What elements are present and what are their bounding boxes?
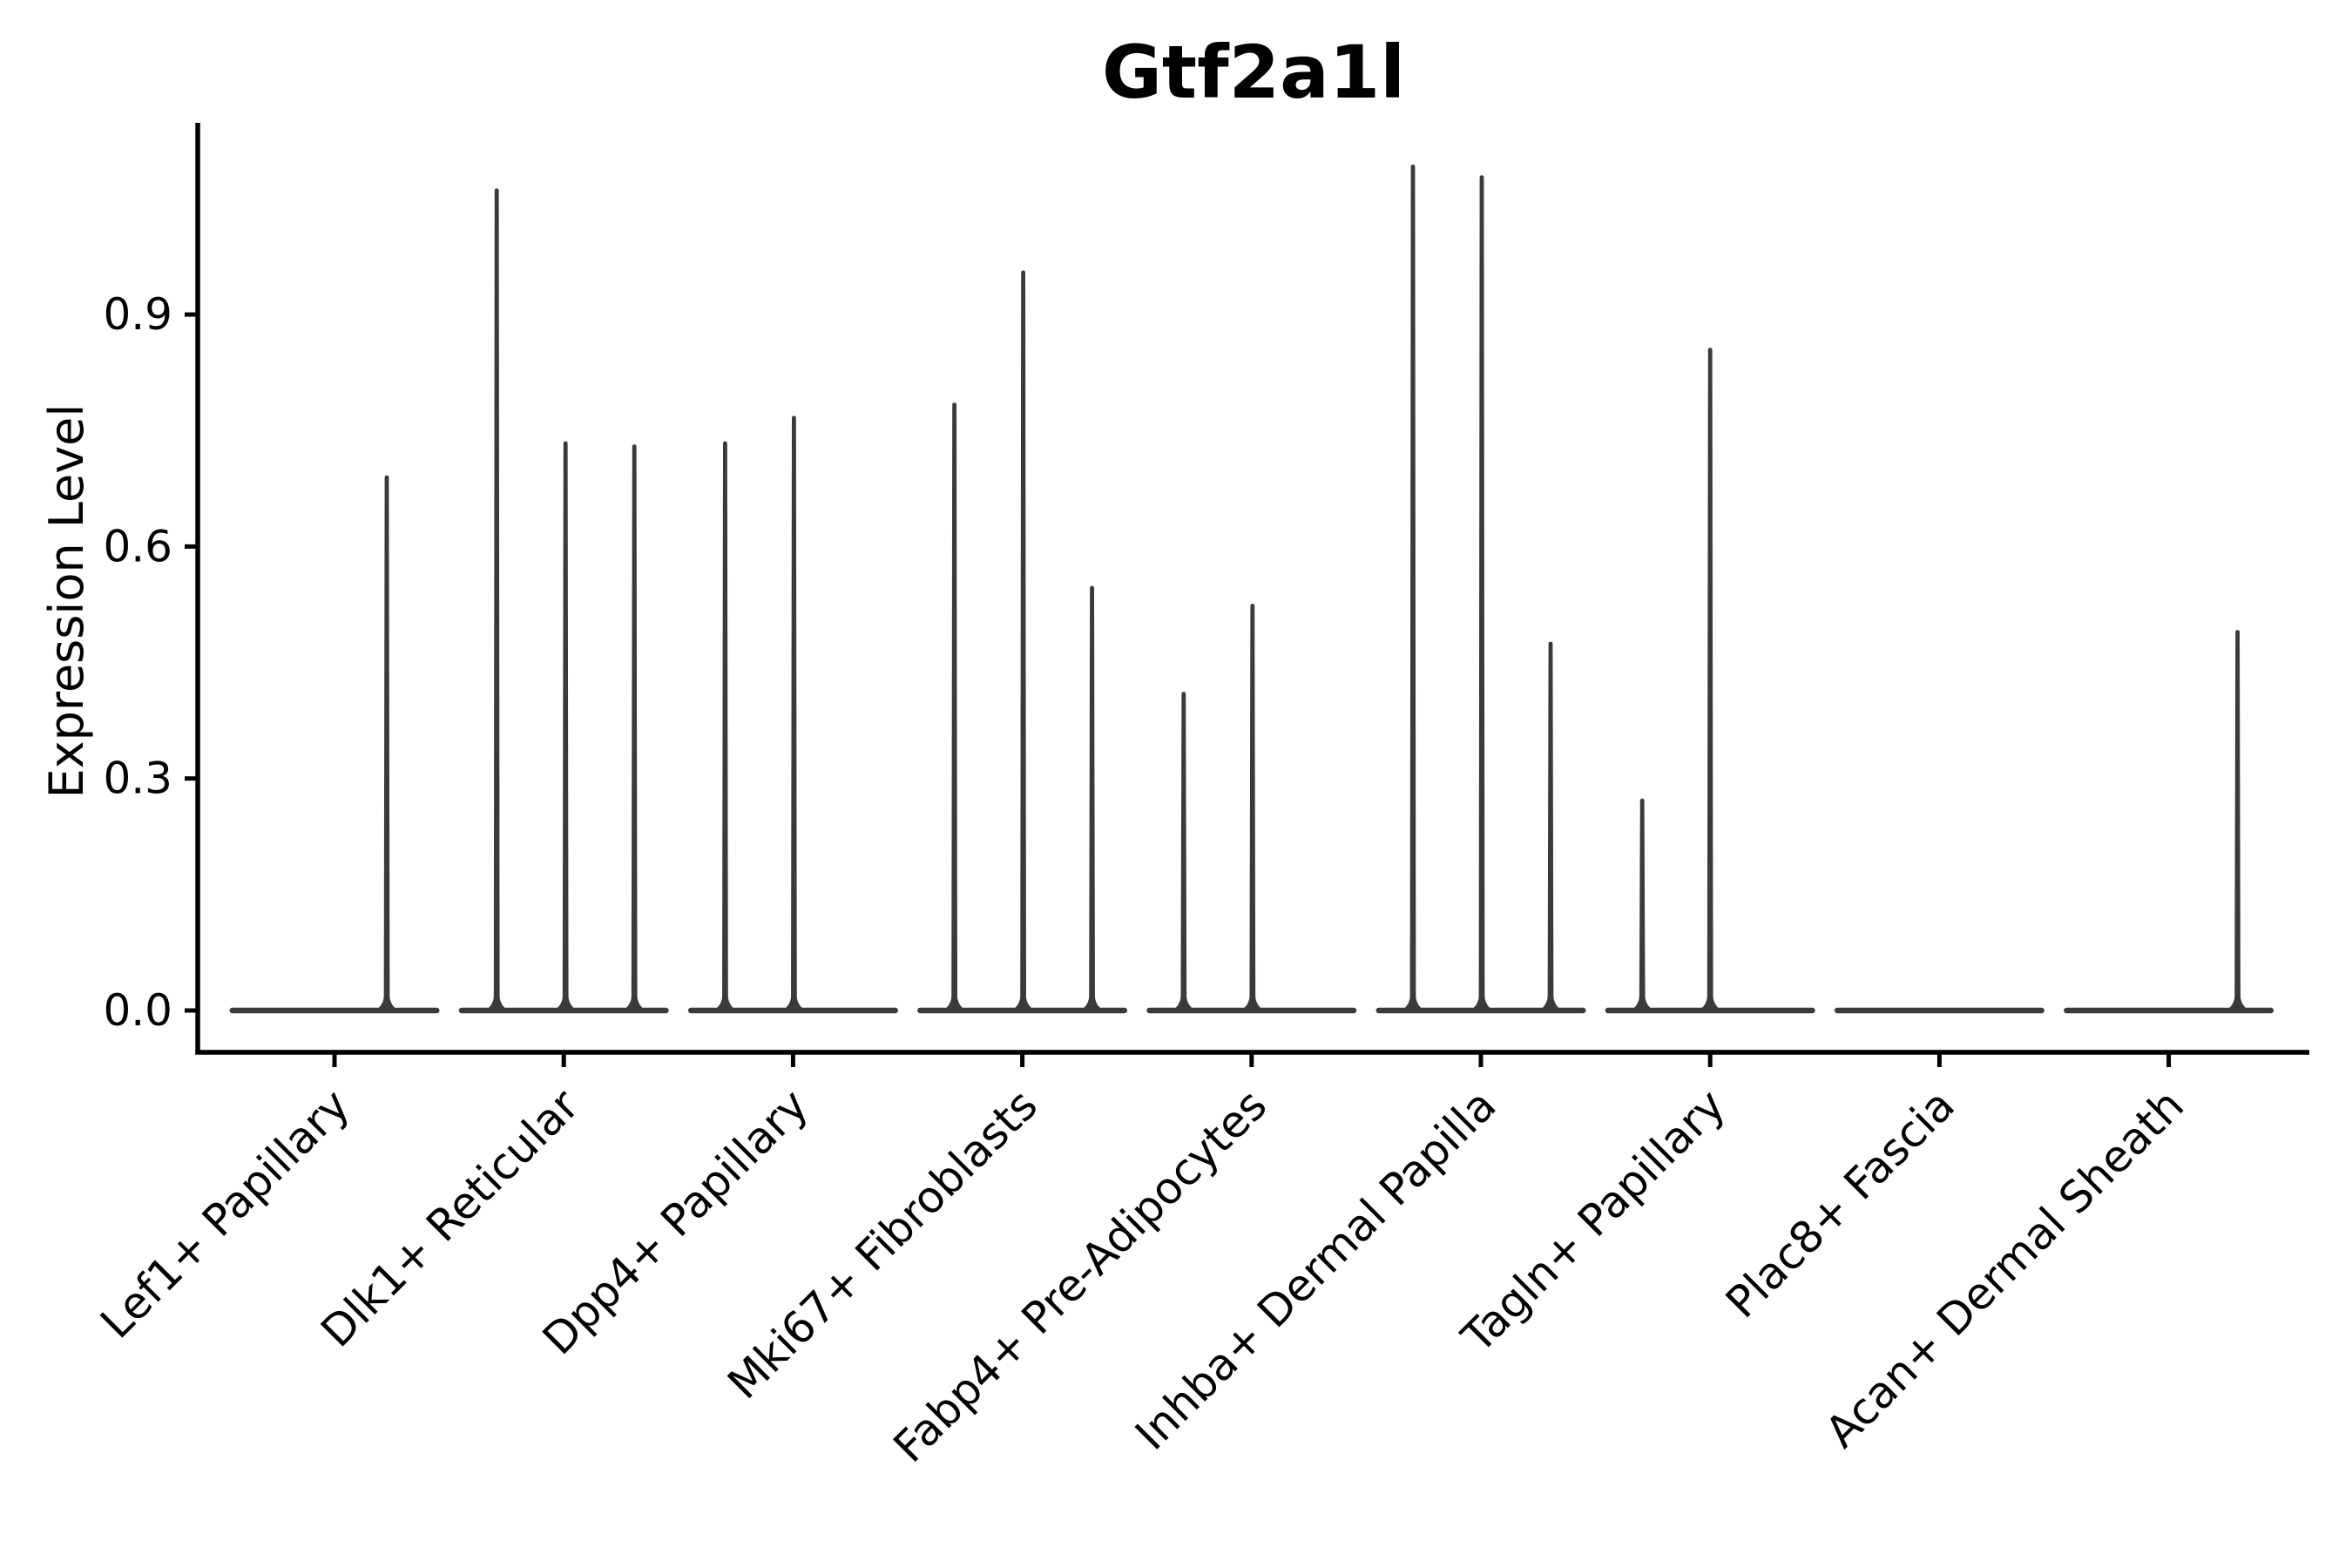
violin-group — [2064, 630, 2274, 1014]
x-category-label: Lef1+ Papillary — [91, 1079, 359, 1348]
violin-group — [917, 270, 1128, 1014]
y-axis-label: Expression Level — [39, 404, 94, 799]
violin-spike — [791, 416, 797, 1012]
violin-group — [1375, 164, 1586, 1014]
y-axis-ticks: 0.0 0.3 0.6 0.9 — [103, 289, 196, 1036]
violin-spike — [951, 402, 957, 1012]
violin-spike — [383, 475, 390, 1012]
violin-spike — [1409, 164, 1416, 1012]
violin-spike — [1249, 604, 1256, 1012]
violin-spike — [1547, 641, 1554, 1012]
violin-spike — [1180, 692, 1187, 1012]
axis-spines — [195, 123, 2309, 1055]
x-category-label: Fabp4+ Pre-Adipocytes — [884, 1079, 1277, 1472]
violins — [229, 164, 2274, 1014]
violin-spike — [562, 441, 569, 1012]
violin-group — [1146, 604, 1357, 1014]
violin-baseline — [1834, 1007, 2044, 1014]
y-tick-label: 0.9 — [103, 289, 172, 340]
violin-spike — [493, 188, 500, 1013]
violin-group — [1605, 348, 1815, 1014]
violin-group — [1834, 1007, 2044, 1014]
violin-spike — [722, 441, 728, 1012]
violin-spike — [1478, 175, 1485, 1012]
violin-spike — [1089, 585, 1095, 1012]
violin-spike — [1639, 798, 1646, 1012]
violin-baseline — [229, 1007, 440, 1014]
y-tick-label: 0.0 — [103, 985, 172, 1036]
chart-title: Gtf2a1l — [1102, 30, 1405, 115]
violin-group — [458, 188, 669, 1014]
y-tick-label: 0.6 — [103, 521, 172, 571]
violin-group — [229, 475, 440, 1014]
violin-spike — [1020, 270, 1026, 1013]
violin-group — [687, 416, 898, 1014]
violin-spike — [2234, 630, 2240, 1012]
violin-baseline — [2064, 1007, 2274, 1014]
violin-spike — [1707, 348, 1713, 1012]
violin-spike — [631, 444, 638, 1012]
y-tick-label: 0.3 — [103, 754, 172, 804]
x-category-label: Plac8+ Fascia — [1716, 1079, 1964, 1328]
